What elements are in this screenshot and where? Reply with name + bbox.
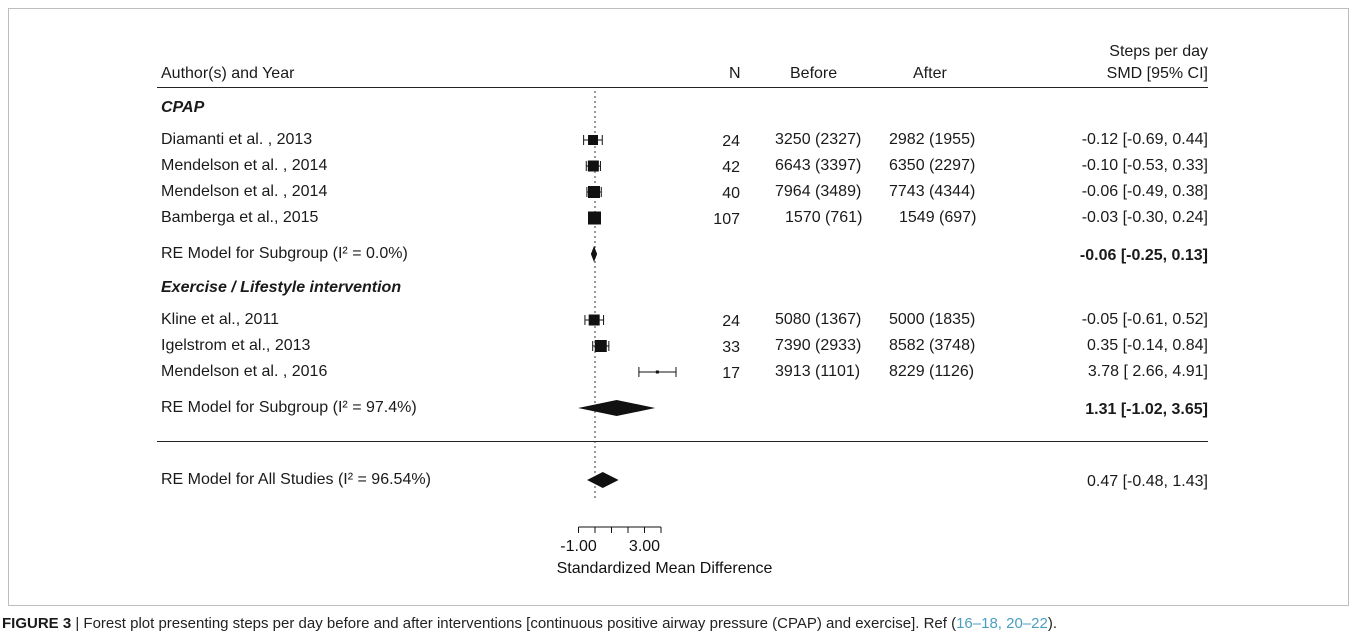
study-estimate-point xyxy=(655,370,659,374)
subgroup-summary-label: RE Model for Subgroup (I² = 97.4%) xyxy=(161,399,417,416)
figure-label: FIGURE 3 xyxy=(2,615,72,632)
group-title-cpap: CPAP xyxy=(161,99,205,116)
study-after: 7743 (4344) xyxy=(889,183,976,200)
subgroup-summary-diamond xyxy=(590,246,598,262)
study-after: 1549 (697) xyxy=(899,209,977,226)
study-ci: -0.05 [-0.61, 0.52] xyxy=(1081,311,1208,328)
caption-text: | Forest plot presenting steps per day b… xyxy=(71,615,957,632)
study-n: 33 xyxy=(722,339,740,356)
figure-caption: FIGURE 3 | Forest plot presenting steps … xyxy=(2,615,1057,633)
subgroup-summary-diamond xyxy=(578,400,656,416)
study-label: Mendelson et al. , 2016 xyxy=(161,363,328,380)
overall-summary-ci: 0.47 [-0.48, 1.43] xyxy=(1087,473,1208,490)
study-ci: -0.03 [-0.30, 0.24] xyxy=(1081,209,1208,226)
study-before: 5080 (1367) xyxy=(775,311,862,328)
x-tick-label: -1.00 xyxy=(560,538,597,555)
header-measure-top: Steps per day xyxy=(1109,43,1208,60)
study-after: 5000 (1835) xyxy=(889,311,976,328)
study-estimate-point xyxy=(587,160,599,172)
study-n: 40 xyxy=(722,185,740,202)
study-after: 2982 (1955) xyxy=(889,131,976,148)
subgroup-summary-label: RE Model for Subgroup (I² = 0.0%) xyxy=(161,245,408,262)
study-estimate-point xyxy=(588,211,602,225)
study-after: 8582 (3748) xyxy=(889,337,976,354)
study-before: 1570 (761) xyxy=(785,209,863,226)
study-n: 24 xyxy=(722,133,740,150)
study-before: 3913 (1101) xyxy=(775,363,861,380)
study-n: 17 xyxy=(722,365,740,382)
caption-end: ). xyxy=(1047,615,1058,632)
study-n: 42 xyxy=(722,159,740,176)
study-label: Mendelson et al. , 2014 xyxy=(161,183,328,200)
study-estimate-point xyxy=(588,314,600,326)
overall-summary-label: RE Model for All Studies (I² = 96.54%) xyxy=(161,471,431,488)
x-axis-title: Standardized Mean Difference xyxy=(557,560,773,577)
study-before: 7390 (2933) xyxy=(775,337,862,354)
study-label: Mendelson et al. , 2014 xyxy=(161,157,328,174)
header-after: After xyxy=(913,65,947,82)
header-before: Before xyxy=(790,65,838,82)
subgroup-summary-ci: 1.31 [-1.02, 3.65] xyxy=(1085,401,1208,418)
overall-summary-diamond xyxy=(587,472,619,488)
study-label: Bamberga et al., 2015 xyxy=(161,209,319,226)
study-ci: -0.10 [-0.53, 0.33] xyxy=(1081,157,1208,174)
study-before: 6643 (3397) xyxy=(775,157,862,174)
study-estimate-point xyxy=(594,340,607,352)
header-study: Author(s) and Year xyxy=(161,65,295,82)
caption-refs[interactable]: 16–18, 20–22 xyxy=(956,615,1048,632)
header-rule xyxy=(157,87,1208,88)
study-estimate-point xyxy=(588,186,601,198)
forest-plot: -1.00 3.00 Standardized Mean Difference xyxy=(557,91,773,577)
study-n: 24 xyxy=(722,313,740,330)
study-after: 8229 (1126) xyxy=(889,363,975,380)
header-measure: SMD [95% CI] xyxy=(1106,65,1208,82)
x-tick-label: 3.00 xyxy=(629,538,660,555)
study-estimate-point xyxy=(588,135,599,145)
overall-rule xyxy=(157,441,1208,442)
study-label: Diamanti et al. , 2013 xyxy=(161,131,313,148)
study-before: 3250 (2327) xyxy=(775,131,862,148)
study-ci: -0.06 [-0.49, 0.38] xyxy=(1081,183,1208,200)
study-ci: -0.12 [-0.69, 0.44] xyxy=(1081,131,1208,148)
study-n: 107 xyxy=(713,211,740,228)
figure-frame: Steps per day Author(s) and Year N Befor… xyxy=(8,8,1349,606)
study-label: Igelstrom et al., 2013 xyxy=(161,337,311,354)
group-title-exercise: Exercise / Lifestyle intervention xyxy=(161,279,402,296)
study-ci: 3.78 [ 2.66, 4.91] xyxy=(1087,363,1208,380)
subgroup-summary-ci: -0.06 [-0.25, 0.13] xyxy=(1079,247,1208,264)
study-after: 6350 (2297) xyxy=(889,157,976,174)
study-label: Kline et al., 2011 xyxy=(161,311,280,328)
study-before: 7964 (3489) xyxy=(775,183,862,200)
study-ci: 0.35 [-0.14, 0.84] xyxy=(1087,337,1208,354)
header-n: N xyxy=(729,65,741,82)
